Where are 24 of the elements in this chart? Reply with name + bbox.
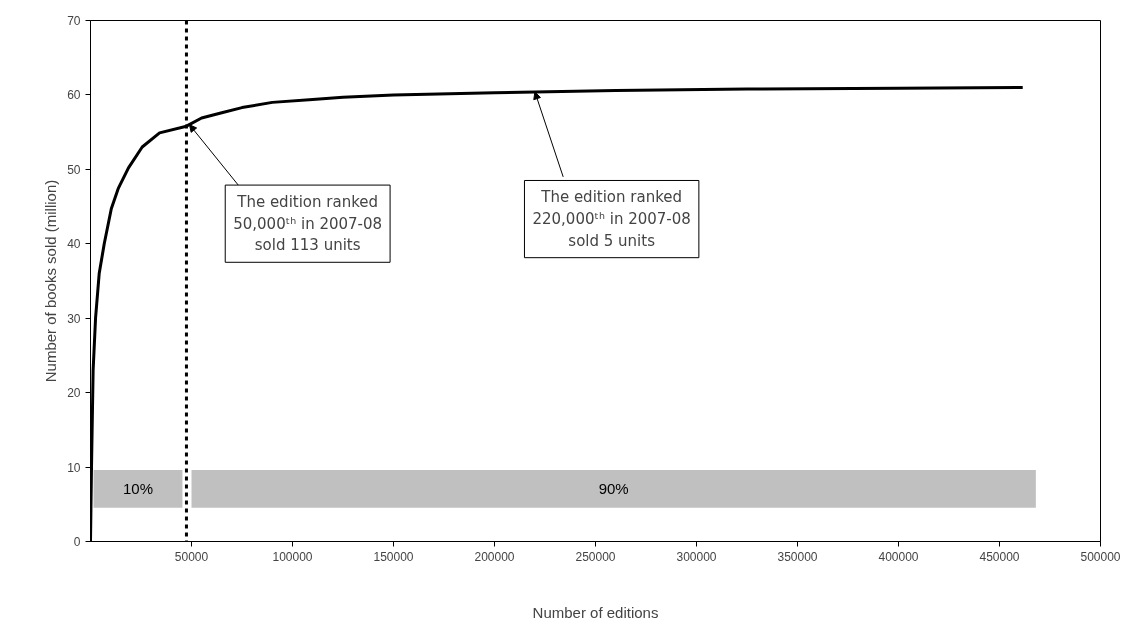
y-tick-label: 60 <box>67 88 81 103</box>
annotation: The edition ranked 50,000ᵗʰ in 2007-08 sold 113 units <box>233 193 383 255</box>
band-label: 10% <box>122 480 153 498</box>
x-tick-label: 500000 <box>1080 549 1121 564</box>
annotation: The edition ranked 220,000ᵗʰ in 2007-08 sold 5 units <box>532 188 691 250</box>
x-tick-label: 50000 <box>174 549 209 564</box>
y-tick-label: 10 <box>67 460 81 475</box>
y-axis-title: Number of books sold (million) <box>42 179 60 383</box>
x-tick-label: 450000 <box>979 549 1020 564</box>
x-tick-label: 150000 <box>373 549 414 564</box>
y-tick-label: 30 <box>67 311 81 326</box>
x-tick-label: 200000 <box>474 549 515 564</box>
x-tick-label: 100000 <box>272 549 313 564</box>
x-tick-label: 300000 <box>676 549 717 564</box>
y-tick-label: 0 <box>73 535 81 549</box>
y-tick-label: 20 <box>67 386 81 401</box>
y-tick-label: 40 <box>67 237 81 252</box>
band-label: 90% <box>598 480 629 498</box>
x-axis-title: Number of editions <box>532 603 659 621</box>
y-tick-label: 50 <box>67 162 81 177</box>
y-tick-label: 70 <box>67 14 81 28</box>
x-tick-label: 400000 <box>878 549 919 564</box>
x-tick-label: 250000 <box>575 549 616 564</box>
x-tick-label: 350000 <box>777 549 818 564</box>
